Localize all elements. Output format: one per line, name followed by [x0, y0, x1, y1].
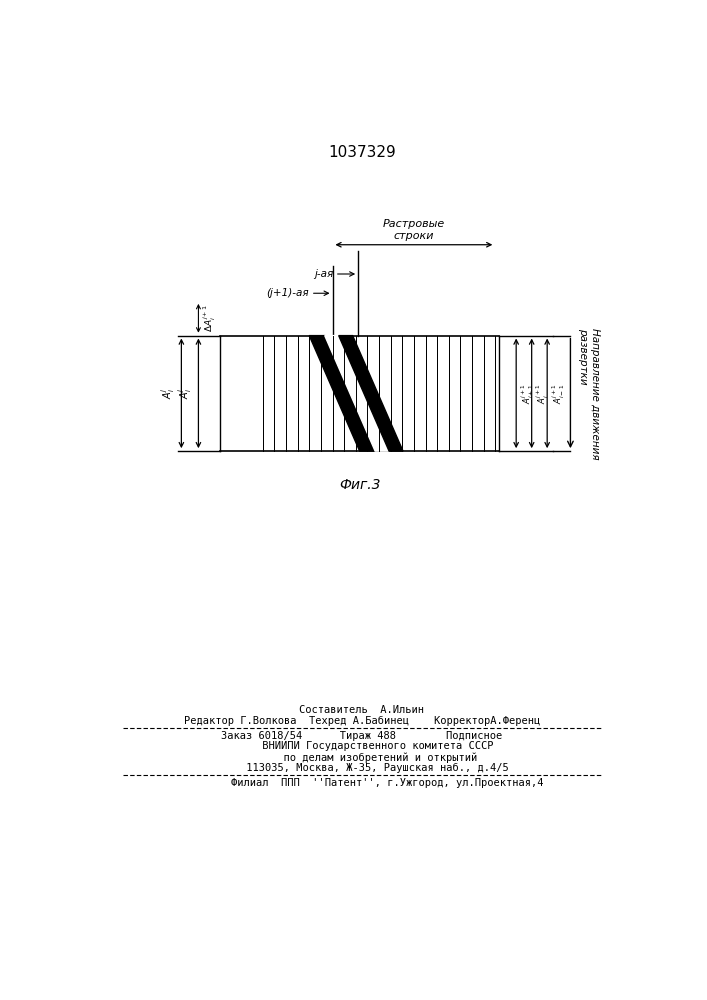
Text: (j+1)-ая: (j+1)-ая	[267, 288, 309, 298]
Text: Направление движения
развертки: Направление движения развертки	[578, 328, 600, 459]
Text: Заказ 6018/54      Тираж 488        Подписное: Заказ 6018/54 Тираж 488 Подписное	[221, 731, 503, 741]
Text: j-ая: j-ая	[314, 269, 333, 279]
Text: $A_i^j$: $A_i^j$	[176, 387, 194, 399]
Text: $\Delta A_i^{j+1}$: $\Delta A_i^{j+1}$	[201, 304, 218, 332]
Polygon shape	[325, 336, 389, 451]
Text: Составитель  А.Ильин: Составитель А.Ильин	[300, 705, 424, 715]
Text: Фиг.3: Фиг.3	[339, 478, 380, 492]
Text: $A_i^j$: $A_i^j$	[159, 387, 177, 399]
Text: Растровые
строки: Растровые строки	[382, 219, 445, 241]
Text: 113035, Москва, Ж-35, Раушская наб., д.4/5: 113035, Москва, Ж-35, Раушская наб., д.4…	[215, 763, 509, 773]
Text: $A_{i+1}^{j+1}$: $A_{i+1}^{j+1}$	[519, 383, 535, 404]
Text: Редактор Г.Волкова  Техред А.Бабинец    КорректорА.Ференц: Редактор Г.Волкова Техред А.Бабинец Корр…	[184, 716, 540, 726]
Text: 1037329: 1037329	[328, 145, 396, 160]
Text: Филиал  ППП  ''Патент'', г.Ужгород, ул.Проектная,4: Филиал ППП ''Патент'', г.Ужгород, ул.Про…	[181, 778, 543, 788]
Polygon shape	[339, 336, 403, 451]
Text: по делам изобретений и открытий: по делам изобретений и открытий	[246, 752, 477, 763]
Text: $A_{i-1}^{j+1}$: $A_{i-1}^{j+1}$	[550, 383, 566, 404]
Text: $A_i^{j+1}$: $A_i^{j+1}$	[534, 383, 551, 404]
Text: ВНИИПИ Государственного комитета СССР: ВНИИПИ Государственного комитета СССР	[230, 741, 493, 751]
Polygon shape	[309, 336, 375, 451]
